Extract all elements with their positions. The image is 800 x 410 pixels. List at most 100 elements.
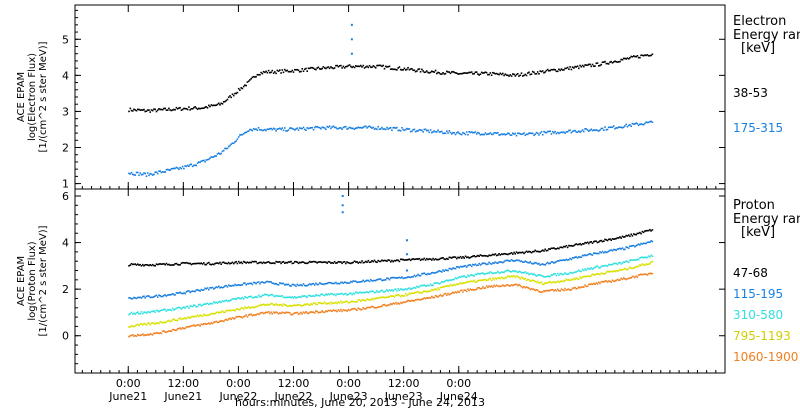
proton-data-point xyxy=(296,261,299,263)
proton-data-point xyxy=(583,286,585,288)
electron-data-point xyxy=(530,73,533,75)
proton-data-point xyxy=(365,280,367,282)
electron-data-point xyxy=(178,107,180,109)
proton-data-point xyxy=(194,325,196,327)
proton-data-point xyxy=(272,294,275,297)
electron-data-point xyxy=(130,171,133,174)
proton-data-point xyxy=(158,332,160,335)
proton-data-point xyxy=(605,239,608,241)
proton-data-point xyxy=(598,281,600,284)
proton-data-point xyxy=(632,275,635,278)
electron-data-point xyxy=(255,128,257,130)
proton-data-point xyxy=(386,260,388,262)
electron-data-point xyxy=(284,127,286,129)
proton-data-point xyxy=(331,293,333,295)
proton-data-point xyxy=(388,296,391,298)
proton-data-point xyxy=(358,261,361,263)
proton-data-point xyxy=(286,296,289,298)
proton-data-point xyxy=(409,288,412,290)
proton-data-point xyxy=(406,259,408,261)
electron-data-point xyxy=(310,66,312,69)
proton-data-point xyxy=(382,290,384,293)
electron-data-point xyxy=(236,138,239,140)
proton-data-point xyxy=(599,251,601,253)
proton-data-point xyxy=(573,271,575,274)
proton-data-point xyxy=(183,318,185,320)
proton-data-point xyxy=(282,311,285,314)
proton-data-point xyxy=(488,261,490,264)
proton-data-point xyxy=(383,296,386,299)
electron-data-point xyxy=(387,65,389,68)
electron-data-point xyxy=(522,75,524,77)
electron-data-point xyxy=(297,129,300,131)
proton-data-point xyxy=(242,298,245,300)
proton-data-point xyxy=(257,313,260,316)
electron-data-point xyxy=(271,69,274,72)
proton-data-point xyxy=(590,274,593,277)
proton-data-point xyxy=(269,281,271,283)
electron-data-point xyxy=(484,132,487,134)
proton-data-point xyxy=(308,311,311,314)
proton-data-point xyxy=(406,276,408,279)
proton-data-point xyxy=(328,281,331,284)
electron-data-point xyxy=(642,54,645,57)
proton-data-point xyxy=(555,248,558,250)
proton-data-point xyxy=(358,299,361,301)
electron-data-point xyxy=(436,131,438,133)
electron-data-point xyxy=(286,69,289,72)
proton-data-point xyxy=(406,294,408,297)
x-tick-label: 12:00 xyxy=(388,377,420,390)
electron-data-point xyxy=(560,131,563,134)
proton-side-title: Proton xyxy=(733,198,775,213)
proton-data-point xyxy=(281,305,284,307)
electron-data-point xyxy=(554,130,556,133)
proton-data-point xyxy=(459,289,462,292)
proton-data-point xyxy=(529,280,531,282)
electron-data-point xyxy=(155,171,158,173)
proton-data-point xyxy=(563,279,565,282)
proton-data-point xyxy=(239,308,241,311)
proton-data-point xyxy=(621,262,624,264)
electron-data-point xyxy=(261,129,264,132)
electron-data-point xyxy=(401,127,403,129)
proton-data-point xyxy=(174,263,176,265)
proton-data-point xyxy=(499,277,502,280)
electron-data-point xyxy=(515,134,518,137)
proton-data-point xyxy=(477,254,479,257)
proton-data-point xyxy=(308,304,311,306)
proton-data-point xyxy=(398,289,401,292)
proton-data-point xyxy=(630,233,632,236)
electron-data-point xyxy=(487,133,489,135)
proton-data-point xyxy=(424,290,427,293)
proton-data-point xyxy=(345,309,347,312)
proton-data-point xyxy=(437,258,439,261)
electron-data-point xyxy=(578,130,580,132)
electron-data-point xyxy=(371,66,373,69)
proton-data-point xyxy=(144,323,146,325)
proton-data-point xyxy=(610,239,612,241)
proton-data-point xyxy=(527,251,529,253)
proton-data-point xyxy=(581,286,584,288)
proton-data-point xyxy=(199,303,201,306)
proton-data-point xyxy=(480,279,483,281)
electron-data-point xyxy=(493,132,495,134)
electron-data-point xyxy=(396,69,398,71)
proton-data-point xyxy=(510,259,513,261)
proton-data-point xyxy=(179,264,181,266)
proton-data-point xyxy=(452,256,454,258)
proton-data-point xyxy=(505,259,508,262)
electron-data-point xyxy=(489,72,492,74)
electron-data-point xyxy=(401,69,403,71)
proton-data-point xyxy=(165,331,168,333)
proton-data-point xyxy=(493,284,495,287)
proton-data-point xyxy=(637,232,640,235)
proton-data-point xyxy=(645,263,647,265)
proton-data-point xyxy=(362,291,365,294)
electron-data-point xyxy=(384,128,387,131)
proton-data-point xyxy=(163,321,165,324)
proton-data-point xyxy=(230,299,232,301)
proton-data-point xyxy=(474,255,477,258)
proton-data-point xyxy=(139,296,142,299)
electron-data-point xyxy=(254,128,256,131)
proton-data-point xyxy=(490,271,493,274)
